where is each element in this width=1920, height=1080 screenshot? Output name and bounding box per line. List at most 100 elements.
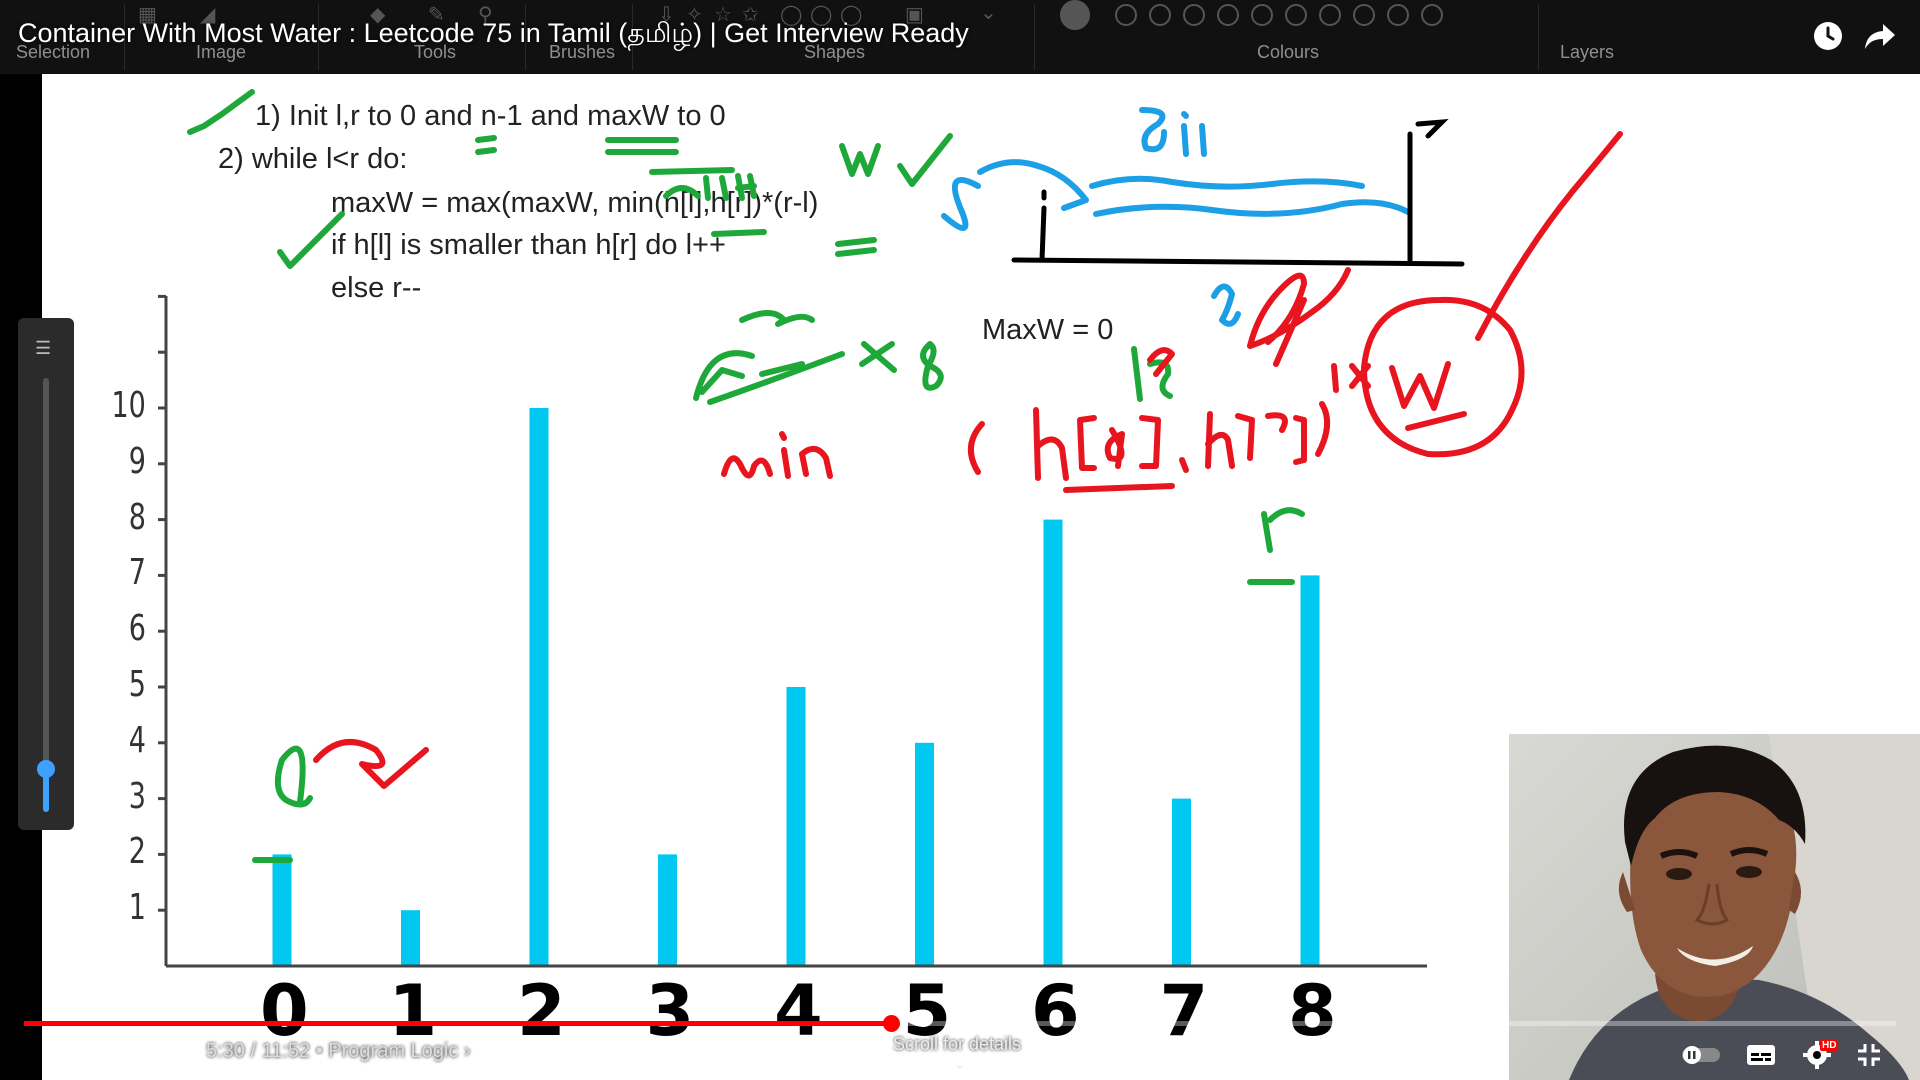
bar-5 (915, 742, 934, 966)
autoplay-toggle[interactable] (1680, 1037, 1722, 1073)
watch-later-icon[interactable] (1806, 14, 1850, 58)
container-sketch (1011, 118, 1465, 267)
subtitles-icon (1747, 1045, 1775, 1065)
colour-swatch[interactable] (1149, 4, 1171, 26)
callout-shape-icon[interactable]: ✩ (742, 4, 759, 26)
time-display: 5:30 / 11:52 (206, 1040, 311, 1062)
whiteboard-drawing (158, 89, 1623, 968)
colour-swatch[interactable] (1285, 4, 1307, 26)
colour-swatch[interactable] (1251, 4, 1273, 26)
handwritten-l (274, 745, 313, 808)
underline-stroke (711, 229, 767, 237)
green-annotations (187, 89, 1305, 863)
toolbar-separator (525, 4, 526, 70)
toolbar-separator (318, 4, 319, 70)
algorithm-step-2: 2) while l<r do: (218, 143, 408, 175)
progress-scrubber[interactable] (882, 1015, 900, 1032)
exit-fullscreen-button[interactable] (1848, 1037, 1890, 1073)
checkmark-stroke (187, 89, 255, 135)
y-tick-label: 9 (128, 440, 146, 482)
colour-swatch-primary[interactable] (1060, 0, 1090, 30)
toolbar-separator (1034, 4, 1035, 70)
star-shape-icon[interactable]: ☆ (714, 4, 732, 26)
x-index-label-3: 3 (645, 970, 695, 1052)
container-left-wall (1039, 205, 1047, 263)
toolbar-group-selection[interactable]: Selection (16, 42, 91, 62)
chevron-down-icon[interactable]: ⌄ (980, 2, 997, 24)
speech-bubble-icon[interactable]: ◯ (810, 4, 833, 26)
x-index-label-8: 8 (1288, 970, 1337, 1052)
zoom-slider-knob[interactable] (37, 760, 55, 779)
chevron-right-icon[interactable]: › (463, 1040, 471, 1062)
time-separator: • (315, 1040, 329, 1062)
colour-swatch[interactable] (1115, 4, 1137, 26)
toolbar-group-brushes[interactable]: Brushes (549, 42, 616, 62)
toolbar-separator (1538, 4, 1539, 70)
eraser-icon[interactable]: ◆ (370, 4, 386, 26)
video-progress-bar[interactable] (24, 1015, 1896, 1032)
colour-swatch[interactable] (1217, 4, 1239, 26)
chevron-down-icon[interactable]: ⌄ (953, 1056, 967, 1073)
paren-stroke (968, 421, 985, 475)
pencil-icon[interactable]: ✎ (428, 4, 445, 26)
handwritten-w (839, 143, 881, 177)
colour-swatch[interactable] (1319, 4, 1341, 26)
colour-swatch[interactable] (1183, 4, 1205, 26)
dot-mark (1331, 363, 1339, 393)
bar-3 (658, 854, 677, 966)
chapter-title[interactable]: Program Logic (328, 1040, 459, 1062)
shape-fill-icon[interactable]: ▣ (905, 4, 924, 26)
play-button[interactable] (38, 1037, 80, 1073)
x-index-label-2: 2 (517, 970, 566, 1052)
toolbar-group-colours[interactable]: Colours (1257, 42, 1320, 62)
arrow-shape-icon[interactable]: ⇩ (658, 4, 675, 26)
toolbar-group-tools[interactable]: Tools (414, 42, 457, 62)
zoom-slider-fill (43, 767, 49, 812)
bar-4 (786, 687, 806, 966)
app-toolbar: Selection Image Tools Brushes Shapes Col… (0, 0, 1920, 74)
progress-played (24, 1021, 891, 1026)
next-button[interactable] (100, 1037, 142, 1073)
speech-bubble-icon[interactable]: ◯ (780, 4, 803, 26)
handwritten-h-r-bracket (1205, 411, 1307, 469)
bar-series (272, 408, 1320, 966)
scroll-hint: Scroll for details (893, 1034, 1022, 1054)
colour-swatch[interactable] (1387, 4, 1409, 26)
blue-annotations (941, 107, 1411, 327)
checkmark-stroke (277, 211, 345, 269)
toolbar-group-shapes[interactable]: Shapes (804, 42, 866, 62)
y-tick-label: 10 (111, 385, 146, 426)
zoom-slider-track[interactable] (43, 378, 49, 812)
y-tick-label: 7 (128, 552, 146, 594)
handwritten-16 (1131, 346, 1173, 402)
volume-icon (160, 1045, 185, 1065)
equals-stroke (605, 137, 679, 155)
magnifier-icon[interactable]: ⚲ (478, 4, 493, 26)
drag-handle-icon[interactable]: ☰ (35, 338, 52, 358)
y-tick-label: 6 (128, 608, 146, 650)
crop-icon[interactable]: ◢ (200, 4, 216, 26)
exit-fullscreen-icon (1858, 1044, 1880, 1066)
underline-stroke (1405, 411, 1467, 431)
handwritten-8-11 (1139, 107, 1207, 157)
star-shape-icon[interactable]: ✧ (686, 4, 703, 26)
speech-bubble-icon[interactable]: ◯ (840, 4, 863, 26)
image-icon[interactable]: ▦ (138, 4, 157, 26)
increment-arrow (313, 739, 429, 789)
share-icon[interactable] (1858, 14, 1902, 58)
times-sign (859, 341, 897, 373)
pencil-doodle (1247, 267, 1351, 367)
volume-button[interactable] (152, 1037, 194, 1073)
captions-button[interactable] (1740, 1037, 1782, 1073)
x-index-label-5: 5 (902, 970, 952, 1052)
colour-swatch[interactable] (1353, 4, 1375, 26)
bar-6 (1043, 519, 1063, 966)
water-flow-arrow (941, 159, 1089, 231)
toolbar-group-layers[interactable]: Layers (1560, 42, 1615, 62)
bar-7 (1172, 798, 1191, 966)
handwritten-w-circled (1389, 361, 1451, 411)
video-title[interactable]: Container With Most Water : Leetcode 75 … (18, 18, 969, 48)
toolbar-group-image[interactable]: Image (196, 42, 247, 62)
colour-swatch[interactable] (1421, 4, 1443, 26)
autoplay-icon (1682, 1046, 1720, 1064)
